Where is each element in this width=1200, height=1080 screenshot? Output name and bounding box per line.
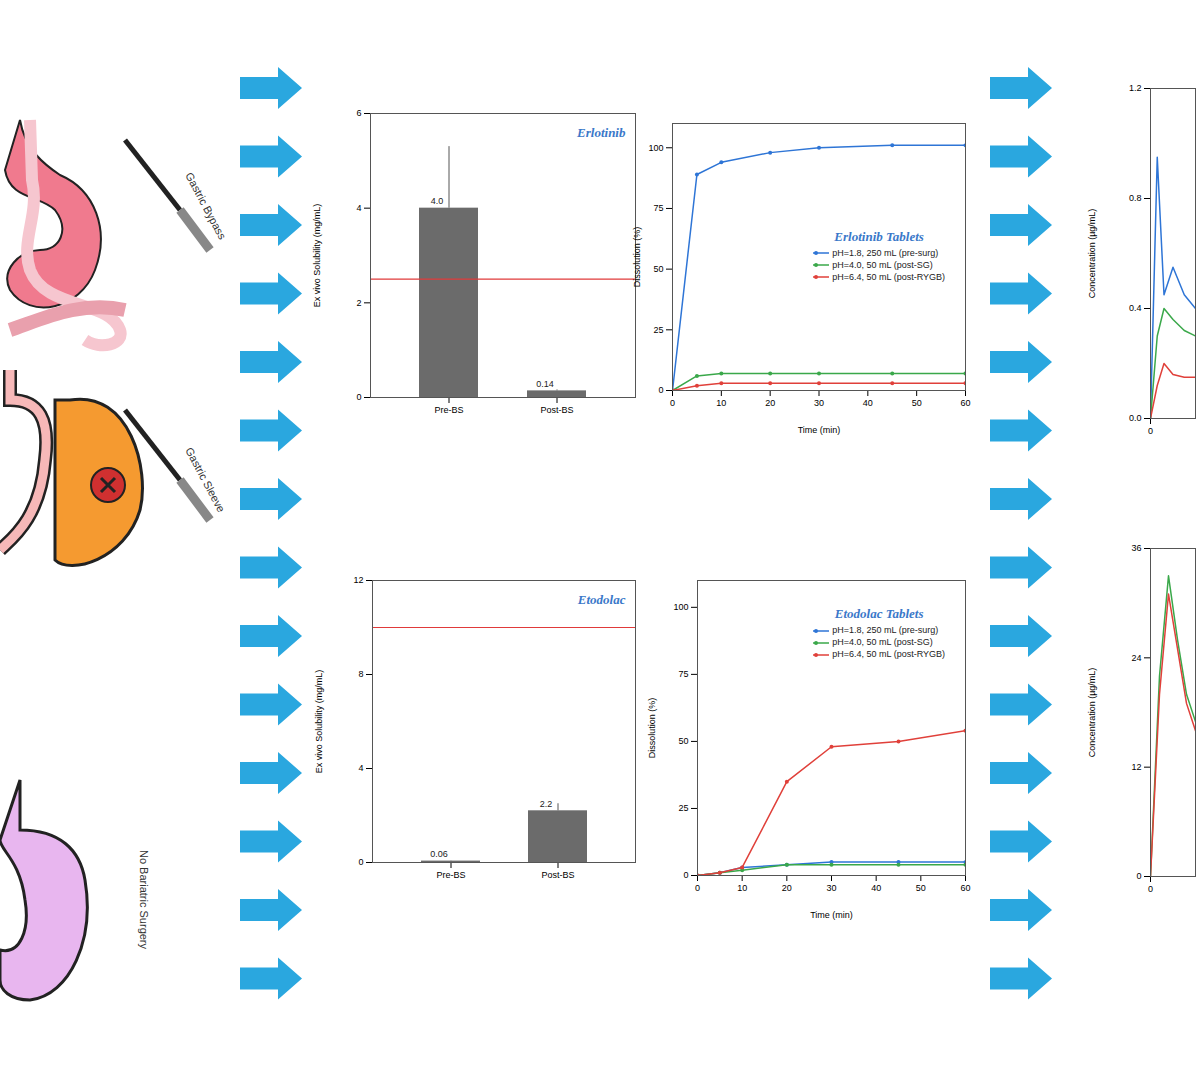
svg-text:30: 30 xyxy=(826,883,836,893)
svg-text:40: 40 xyxy=(871,883,881,893)
svg-text:0: 0 xyxy=(658,385,663,395)
svg-text:10: 10 xyxy=(716,398,726,408)
svg-text:Gastric Bypass: Gastric Bypass xyxy=(183,170,229,241)
svg-text:20: 20 xyxy=(765,398,775,408)
svg-text:Etodolac: Etodolac xyxy=(577,592,626,607)
svg-text:Post-BS: Post-BS xyxy=(540,405,573,415)
svg-text:50: 50 xyxy=(912,398,922,408)
svg-text:60: 60 xyxy=(960,883,970,893)
svg-text:0: 0 xyxy=(695,883,700,893)
svg-text:Gastric Sleeve: Gastric Sleeve xyxy=(183,445,227,514)
svg-text:8: 8 xyxy=(358,669,363,679)
svg-text:0: 0 xyxy=(683,870,688,880)
svg-text:Time (min): Time (min) xyxy=(798,425,841,435)
svg-text:12: 12 xyxy=(1131,762,1141,772)
svg-text:50: 50 xyxy=(653,264,663,274)
svg-text:10: 10 xyxy=(737,883,747,893)
svg-text:24: 24 xyxy=(1131,653,1141,663)
svg-text:1.2: 1.2 xyxy=(1129,83,1142,93)
svg-text:25: 25 xyxy=(653,325,663,335)
svg-text:50: 50 xyxy=(678,736,688,746)
svg-text:20: 20 xyxy=(782,883,792,893)
svg-text:0: 0 xyxy=(1136,871,1141,881)
svg-text:0.06: 0.06 xyxy=(430,849,448,859)
html-text:pH=6.4, 50 mL (post-RYGB): pH=6.4, 50 mL (post-RYGB) xyxy=(832,649,945,659)
svg-text:Time (min): Time (min) xyxy=(810,910,853,920)
svg-text:12: 12 xyxy=(353,575,363,585)
svg-text:25: 25 xyxy=(678,803,688,813)
svg-text:4: 4 xyxy=(358,763,363,773)
svg-text:75: 75 xyxy=(678,669,688,679)
svg-text:36: 36 xyxy=(1131,543,1141,553)
html-text:Erlotinib Tablets: Erlotinib Tablets xyxy=(834,228,924,244)
svg-text:4: 4 xyxy=(356,203,361,213)
svg-text:60: 60 xyxy=(960,398,970,408)
svg-text:Erlotinib: Erlotinib xyxy=(576,125,626,140)
svg-text:0.14: 0.14 xyxy=(536,379,554,389)
svg-text:0: 0 xyxy=(670,398,675,408)
svg-text:2: 2 xyxy=(356,298,361,308)
svg-text:6: 6 xyxy=(356,108,361,118)
svg-text:0: 0 xyxy=(356,392,361,402)
html-text:pH=6.4, 50 mL (post-RYGB): pH=6.4, 50 mL (post-RYGB) xyxy=(832,271,945,282)
svg-text:Ex vivo Solubility (mg/mL): Ex vivo Solubility (mg/mL) xyxy=(312,204,322,308)
svg-text:Pre-BS: Pre-BS xyxy=(434,405,463,415)
svg-text:100: 100 xyxy=(673,602,688,612)
svg-text:0: 0 xyxy=(358,857,363,867)
svg-text:0.8: 0.8 xyxy=(1129,193,1142,203)
svg-text:0.0: 0.0 xyxy=(1129,413,1142,423)
svg-text:Pre-BS: Pre-BS xyxy=(436,870,465,880)
svg-text:0: 0 xyxy=(1148,426,1153,436)
svg-text:2.2: 2.2 xyxy=(540,799,553,809)
svg-text:40: 40 xyxy=(863,398,873,408)
svg-text:Dissolution (%): Dissolution (%) xyxy=(647,698,657,759)
svg-text:Concentration (µg/mL): Concentration (µg/mL) xyxy=(1087,668,1097,758)
svg-text:30: 30 xyxy=(814,398,824,408)
svg-text:0: 0 xyxy=(1148,884,1153,894)
html-text:Etodolac Tablets: Etodolac Tablets xyxy=(834,606,924,621)
html-text:pH=1.8, 250 mL (pre-surg): pH=1.8, 250 mL (pre-surg) xyxy=(832,625,939,635)
svg-text:4.0: 4.0 xyxy=(431,196,444,206)
html-text:pH=4.0, 50 mL (post-SG): pH=4.0, 50 mL (post-SG) xyxy=(832,259,933,270)
svg-text:0.4: 0.4 xyxy=(1129,303,1142,313)
svg-text:Concentration (µg/mL): Concentration (µg/mL) xyxy=(1087,209,1097,299)
svg-text:100: 100 xyxy=(648,143,663,153)
html-text:pH=4.0, 50 mL (post-SG): pH=4.0, 50 mL (post-SG) xyxy=(832,637,933,647)
svg-text:Dissolution (%): Dissolution (%) xyxy=(632,227,642,288)
svg-text:50: 50 xyxy=(916,883,926,893)
svg-text:No Bariatric Surgery: No Bariatric Surgery xyxy=(138,850,150,950)
svg-text:75: 75 xyxy=(653,203,663,213)
svg-text:Ex vivo Solubility (mg/mL): Ex vivo Solubility (mg/mL) xyxy=(314,670,324,774)
html-text:pH=1.8, 250 mL (pre-surg): pH=1.8, 250 mL (pre-surg) xyxy=(832,247,939,258)
svg-text:Post-BS: Post-BS xyxy=(541,870,574,880)
